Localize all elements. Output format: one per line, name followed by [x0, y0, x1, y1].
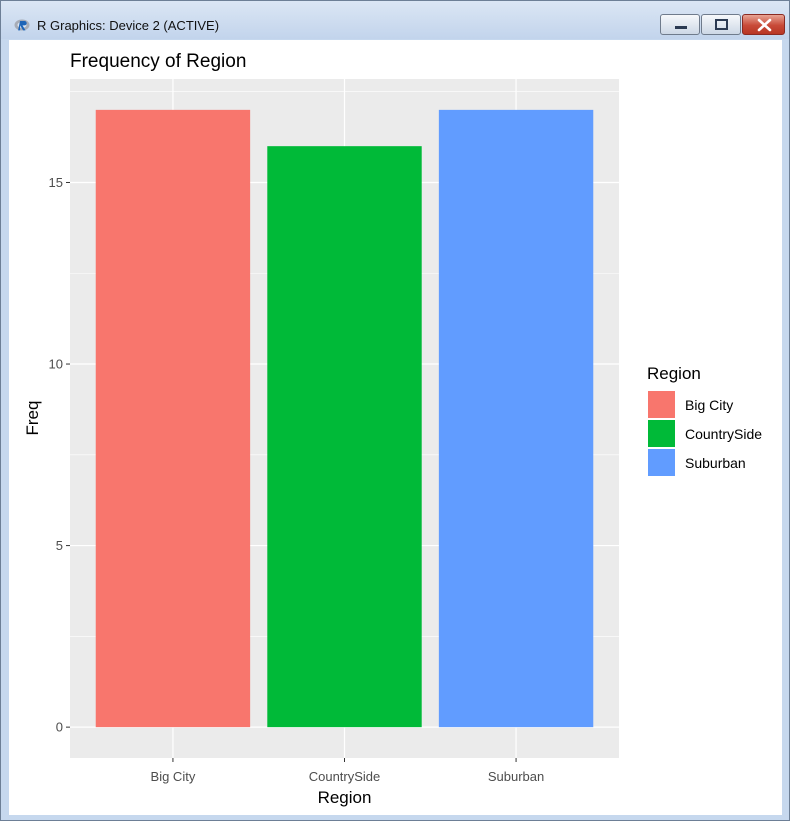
legend-swatch: [648, 420, 675, 447]
r-logo-icon: [14, 19, 30, 31]
y-axis: 0 5 10 15: [49, 175, 70, 735]
graphics-device-area: Frequency of Region 0 5 10 15 Big City Count…: [9, 40, 782, 815]
x-tick-label: CountrySide: [309, 769, 381, 784]
y-tick-label: 0: [56, 720, 63, 735]
minimize-button[interactable]: [660, 14, 700, 35]
legend-swatch: [648, 391, 675, 418]
chart-title: Frequency of Region: [70, 51, 246, 72]
close-button[interactable]: [742, 14, 785, 35]
legend-label: CountrySide: [685, 426, 762, 442]
bar-big-city: [95, 109, 251, 728]
y-axis-title: Freq: [23, 401, 42, 436]
x-axis-title: Region: [318, 788, 372, 807]
window-title: R Graphics: Device 2 (ACTIVE): [37, 18, 220, 33]
legend-label: Big City: [685, 397, 733, 413]
bar-chart: Frequency of Region 0 5 10 15 Big City Count…: [23, 51, 762, 807]
bar-suburban: [438, 109, 594, 728]
legend-label: Suburban: [685, 455, 746, 471]
bars: [95, 109, 594, 728]
title-bar[interactable]: R Graphics: Device 2 (ACTIVE): [1, 1, 789, 39]
maximize-icon: [715, 19, 728, 30]
maximize-button[interactable]: [701, 14, 741, 35]
x-axis: Big City CountrySide Suburban: [151, 758, 544, 784]
y-tick-label: 15: [49, 175, 63, 190]
y-tick-label: 10: [49, 357, 63, 372]
bar-countryside: [267, 146, 422, 728]
legend-title: Region: [647, 364, 701, 383]
close-icon: [757, 18, 772, 32]
legend: Region Big City CountrySide Suburban: [647, 364, 762, 476]
legend-swatch: [648, 449, 675, 476]
x-tick-label: Big City: [151, 769, 196, 784]
y-tick-label: 5: [56, 538, 63, 553]
x-tick-label: Suburban: [488, 769, 544, 784]
minimize-icon: [675, 26, 687, 29]
